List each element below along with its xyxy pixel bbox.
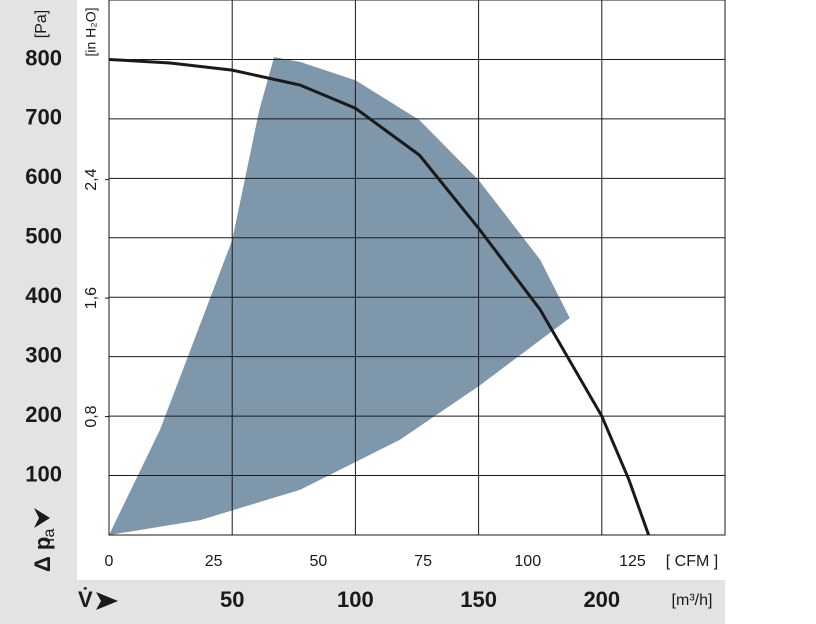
y2-tick-label: 1,6 [83,287,100,309]
fan-curve [108,57,651,536]
x-tick-label: 150 [460,587,497,612]
x2-unit: [ CFM ] [666,553,718,570]
x2-tick-label: 75 [414,553,432,570]
x2-tick-label: 100 [514,553,541,570]
x-unit: [m³/h] [672,592,713,609]
x2-tick-label: 50 [309,553,327,570]
y-tick-label: 600 [25,164,62,189]
y-tick-label: 200 [25,402,62,427]
y-tick-label: 300 [25,342,62,367]
y2-unit: [in H₂O] [83,8,99,57]
y-tick-label: 400 [25,283,62,308]
x-tick-label: 100 [337,587,374,612]
bottom-band [0,580,725,624]
x2-tick-label: 0 [105,553,114,570]
y-label-sub: fa [41,529,58,542]
y-tick-label: 100 [25,461,62,486]
left-band [0,0,77,580]
plot-area [108,0,726,536]
x-label: V̇ [78,587,93,612]
y-tick-label: 700 [25,105,62,130]
y-unit: [Pa] [33,10,50,38]
x-arrow [96,592,118,610]
x-tick-label: 50 [220,587,244,612]
x2-tick-label: 125 [619,553,646,570]
x-tick-label: 200 [583,587,620,612]
y2-tick-label: 0,8 [83,405,100,427]
plot-frame [108,0,726,536]
y-tick-label: 500 [25,224,62,249]
x2-tick-label: 25 [205,553,223,570]
operating-region [109,57,570,536]
y-arrow [34,508,50,528]
y-label: Δ p [30,537,55,572]
y-tick-label: 800 [25,45,62,70]
y2-tick-label: 2,4 [83,168,100,190]
